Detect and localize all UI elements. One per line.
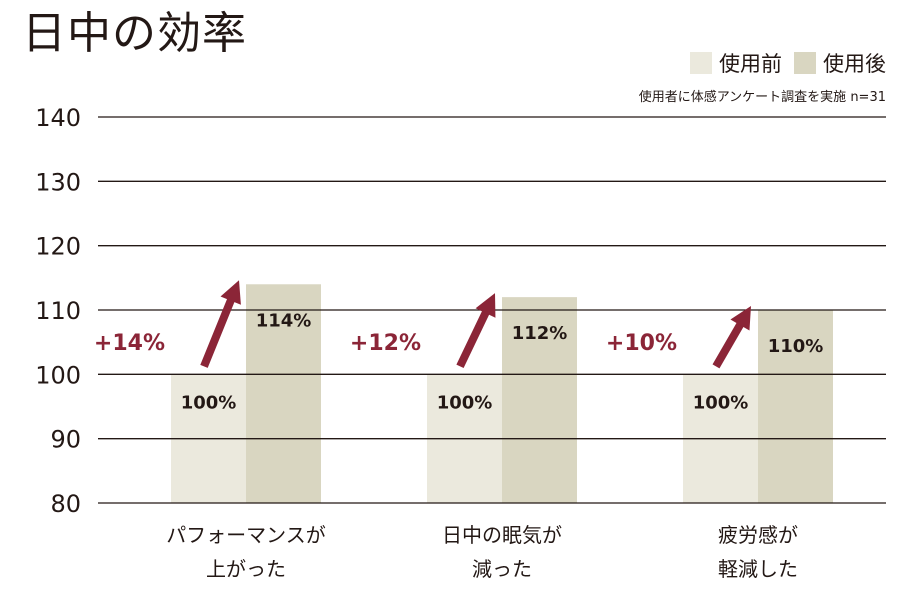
bar-after-0: [246, 284, 321, 503]
delta-label-2: +10%: [606, 331, 677, 356]
legend-label-before: 使用前: [719, 52, 782, 76]
survey-note: 使用者に体感アンケート調査を実施 n=31: [638, 90, 886, 105]
delta-label-0: +14%: [94, 331, 165, 356]
increase-arrow-shaft-1: [456, 309, 490, 369]
bar-after-2: [758, 310, 833, 503]
x-category-label-0-line-1: 上がった: [206, 557, 286, 581]
y-tick-label-90: 90: [50, 426, 81, 454]
y-tick-label-80: 80: [50, 490, 81, 518]
value-label-after-2: 110%: [768, 336, 824, 357]
increase-arrow-head-2: [730, 306, 751, 331]
legend-swatch-after: [794, 52, 816, 74]
y-tick-label-110: 110: [35, 297, 81, 325]
x-category-label-1-line-1: 減った: [472, 557, 532, 581]
delta-label-1: +12%: [350, 331, 421, 356]
x-category-label-2-line-1: 軽減した: [718, 557, 798, 581]
value-label-before-2: 100%: [693, 392, 749, 413]
increase-arrow-shaft-2: [712, 321, 745, 369]
y-tick-label-130: 130: [35, 168, 81, 196]
value-label-before-0: 100%: [181, 392, 237, 413]
x-category-label-2-line-0: 疲労感が: [718, 523, 798, 547]
x-category-label-1-line-0: 日中の眠気が: [442, 523, 562, 547]
legend-swatch-before: [690, 52, 712, 74]
bar-after-1: [502, 297, 577, 503]
x-category-label-0-line-0: パフォーマンスが: [166, 523, 326, 547]
y-tick-label-120: 120: [35, 233, 81, 261]
y-tick-label-140: 140: [35, 104, 81, 132]
increase-arrow-head-0: [220, 280, 241, 305]
increase-arrow-head-1: [475, 293, 496, 318]
legend-item-after: 使用後: [794, 48, 886, 78]
value-label-after-1: 112%: [512, 323, 568, 344]
value-label-before-1: 100%: [437, 392, 493, 413]
legend-item-before: 使用前: [690, 48, 782, 78]
legend-label-after: 使用後: [823, 52, 886, 76]
value-label-after-0: 114%: [256, 310, 312, 331]
chart-title: 日中の効率: [22, 8, 247, 59]
y-tick-label-100: 100: [35, 361, 81, 389]
chart-legend: 使用前 使用後: [690, 48, 886, 78]
increase-arrow-shaft-0: [200, 297, 236, 368]
